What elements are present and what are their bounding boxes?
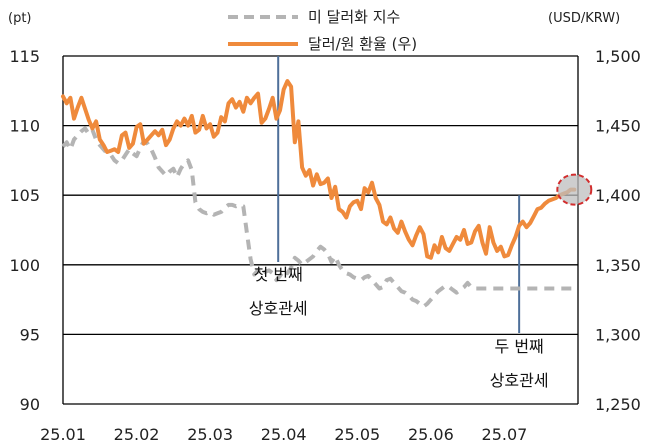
x-tick-label: 25.07 — [482, 425, 528, 444]
right-axis-ticks: 1,250 1,300 1,350 1,400 1,450 1,500 — [595, 47, 641, 414]
annotation-label: 상호관세 — [249, 299, 308, 318]
right-tick-label: 1,450 — [595, 117, 641, 136]
x-tick-label: 25.05 — [334, 425, 380, 444]
left-tick-label: 115 — [9, 47, 40, 66]
left-tick-label: 110 — [9, 117, 40, 136]
left-axis-unit: (pt) — [8, 11, 32, 26]
right-tick-label: 1,300 — [595, 325, 641, 344]
legend-label-dollar-index: 미 달러화 지수 — [308, 8, 400, 26]
series-line-usdkrw — [61, 79, 577, 260]
x-tick-label: 25.02 — [114, 425, 160, 444]
legend: 미 달러화 지수 달러/원 환율 (우) — [228, 8, 417, 53]
annotation-lines — [277, 56, 521, 333]
series-line-dollar-index — [61, 126, 575, 309]
x-axis-ticks: 25.01 25.02 25.03 25.04 25.05 25.06 25.07 — [40, 425, 527, 444]
grid-lines — [63, 55, 578, 405]
annotation-label: 첫 번째 — [254, 265, 303, 284]
left-tick-label: 100 — [9, 256, 40, 275]
highlight-circle — [556, 173, 593, 206]
legend-label-usdkrw: 달러/원 환율 (우) — [308, 35, 417, 53]
right-tick-label: 1,350 — [595, 256, 641, 275]
left-axis-ticks: 90 95 100 105 110 115 — [9, 47, 40, 414]
x-tick-label: 25.04 — [261, 425, 307, 444]
right-axis-unit: (USD/KRW) — [548, 11, 620, 26]
right-tick-label: 1,500 — [595, 47, 641, 66]
right-tick-label: 1,250 — [595, 395, 641, 414]
right-tick-label: 1,400 — [595, 186, 641, 205]
annotation-label: 두 번째 — [495, 337, 544, 356]
x-tick-label: 25.03 — [187, 425, 233, 444]
left-tick-label: 95 — [20, 325, 40, 344]
plot-frame — [62, 56, 579, 404]
annotation-label: 상호관세 — [490, 371, 549, 390]
left-tick-label: 90 — [20, 395, 40, 414]
series-layer — [61, 79, 577, 309]
x-tick-label: 25.01 — [40, 425, 86, 444]
x-tick-label: 25.06 — [408, 425, 454, 444]
highlight-layer — [556, 173, 593, 206]
left-tick-label: 105 — [9, 186, 40, 205]
